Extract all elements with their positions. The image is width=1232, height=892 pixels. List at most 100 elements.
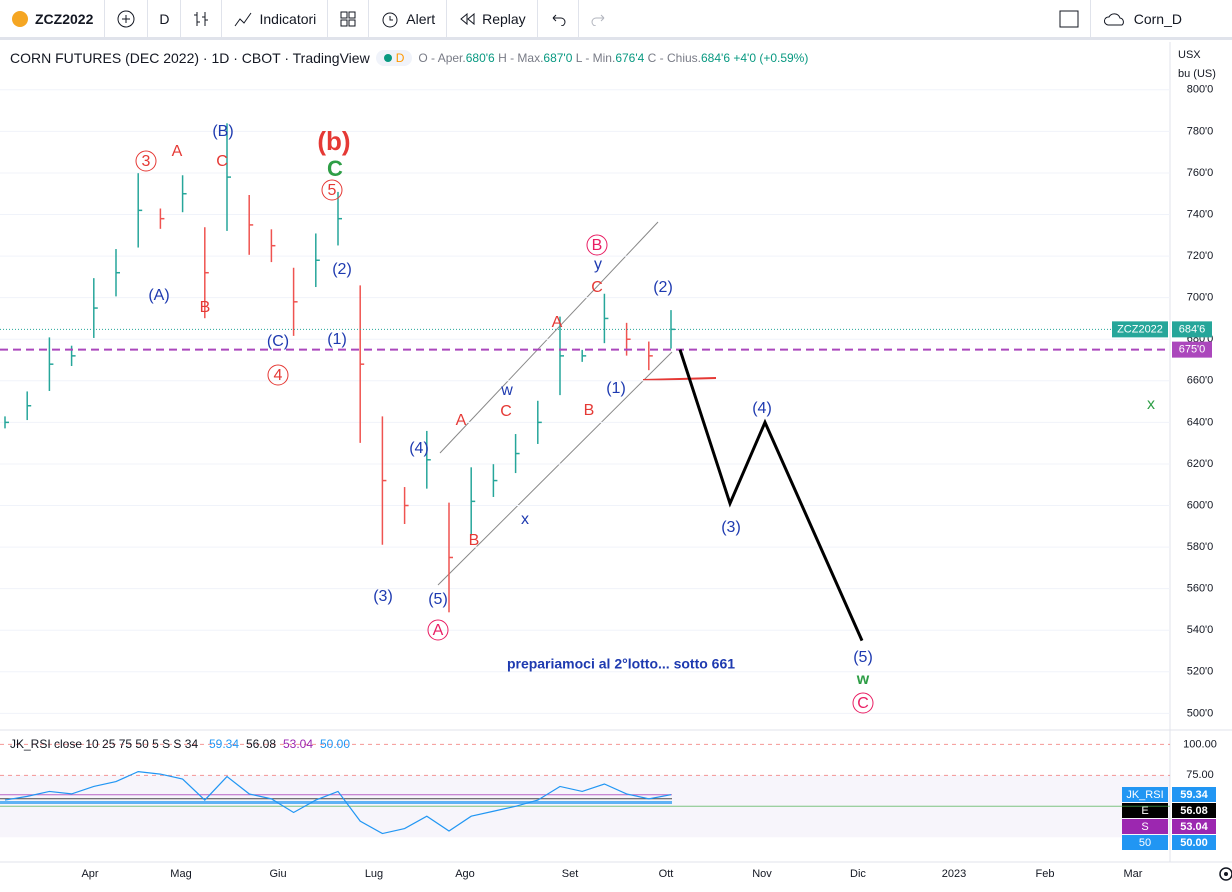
bar-style[interactable] [181,0,223,38]
last-price-label: 684'6 [1179,323,1206,335]
templates[interactable] [328,0,370,38]
replay-label: Replay [482,10,526,27]
wave-label: C [591,279,603,296]
interval-label: D [159,10,170,27]
circle [321,179,343,201]
channel-upper [439,221,659,454]
wave-label: B [200,299,211,316]
open-label: O - Aper. [418,51,466,65]
wave-label: y [594,256,602,273]
wave-label: B [592,237,603,254]
wave-label: 5 [328,182,337,199]
wave-label: (3) [721,519,741,536]
time-label: Ago [455,868,475,880]
wave-label: (1) [606,380,626,397]
rsi-value-label: 50.00 [1180,837,1208,849]
wave-label: (C) [267,333,289,350]
add-symbol[interactable] [105,0,149,38]
status-badge: D [375,50,413,66]
wave-label: (5) [853,649,873,666]
wave-label: (1) [327,331,347,348]
rsi-value-badge [1172,803,1216,818]
rsi-line [4,771,672,835]
indicators-label: Indicatori [259,10,317,27]
price-tick-label: 500'0 [1187,707,1214,719]
replay[interactable]: Replay [447,0,538,38]
time-label: Giu [269,868,286,880]
price-tick-label: 660'0 [1187,375,1214,387]
wave-label: C [857,695,869,712]
wave-label: C [327,156,343,181]
rsi-badge [1122,835,1168,850]
wave-label: C [500,403,512,420]
circle [267,364,289,386]
rsi-value-badge [1172,787,1216,802]
cloud-icon [1103,12,1124,25]
unit: bu (US) [1178,68,1216,80]
rsi-legend-value: 53.04 [283,737,313,751]
note: prepariamoci al 2°lotto... sotto 661 [507,656,735,672]
rsi-value-label: 59.34 [1180,789,1208,801]
toolbar: ZCZ2022 D Indicatori Alert Replay Corn_D [0,0,1232,40]
circle [586,234,608,256]
legend: CORN FUTURES (DEC 2022) · 1D · CBOT · Tr… [10,50,808,66]
gear-hub [1224,872,1228,876]
channel-lower [437,351,673,586]
wave-label: (5) [428,591,448,608]
layout-label: Corn_D [1133,10,1182,27]
interval[interactable]: D [148,0,182,38]
low: 676'4 [615,51,645,65]
indicators-icon [235,12,252,26]
time-label: Ott [659,868,674,880]
redo[interactable] [579,0,619,38]
wave-label: (4) [409,440,429,457]
legend-title: CORN FUTURES (DEC 2022) · 1D · CBOT · Tr… [10,50,370,66]
wave-label: (4) [752,400,772,417]
gear [1219,867,1232,881]
wave-label: A [552,314,563,331]
indicators[interactable]: Indicatori [222,0,329,38]
price-tick-label: 640'0 [1187,416,1214,428]
wave-label: 4 [274,367,283,384]
change: +4'0 (+0.59%) [733,51,809,65]
rsi-badge [1122,819,1168,834]
alert[interactable]: Alert [369,0,448,38]
rsi-value-label: 56.08 [1180,805,1208,817]
rsi-legend-value: 50.00 [320,737,350,751]
projection-line [678,349,864,642]
price-tick-label: 740'0 [1187,208,1214,220]
fullscreen[interactable] [1048,0,1091,38]
time-label: Dic [850,868,866,880]
layout[interactable]: Corn_D [1091,0,1232,38]
time-label: 2023 [942,868,966,880]
plus-icon [117,10,135,27]
time-label: Apr [81,868,98,880]
price-tick-label: 720'0 [1187,250,1214,262]
symbol-badge-label: ZCZ2022 [1117,323,1163,335]
templates-icon [340,11,356,26]
low-label: L - Min. [575,51,616,65]
symbol-search[interactable]: ZCZ2022 [0,0,106,38]
time-label: Nov [752,868,772,880]
wave-label: A [172,143,183,160]
wave-label: (b) [317,126,350,156]
time-label: Lug [365,868,383,880]
price-tick-label: 780'0 [1187,125,1214,137]
status-dot [383,54,392,62]
last-price-badge [1172,321,1212,338]
undo[interactable] [538,0,579,38]
time-label: Mar [1124,868,1143,880]
rsi-badge-name: 50 [1139,837,1151,849]
rsi-value-badge [1172,819,1216,834]
settings-icon[interactable] [1219,867,1232,881]
wave-label: w [856,671,870,688]
time-label: Mag [170,868,191,880]
wave-label: x [1147,396,1155,413]
rsi-badge-name: E [1141,805,1148,817]
support-line [642,377,717,381]
symbol-icon [12,10,28,27]
high-label: H - Max. [498,51,544,65]
open: 680'6 [465,51,495,65]
rsi-legend: JK_RSI close 10 25 75 50 5 S S 34 [10,737,198,751]
